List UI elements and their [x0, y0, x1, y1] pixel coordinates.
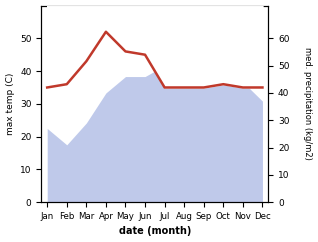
X-axis label: date (month): date (month) [119, 227, 191, 236]
Y-axis label: med. precipitation (kg/m2): med. precipitation (kg/m2) [303, 47, 313, 160]
Y-axis label: max temp (C): max temp (C) [5, 73, 15, 135]
